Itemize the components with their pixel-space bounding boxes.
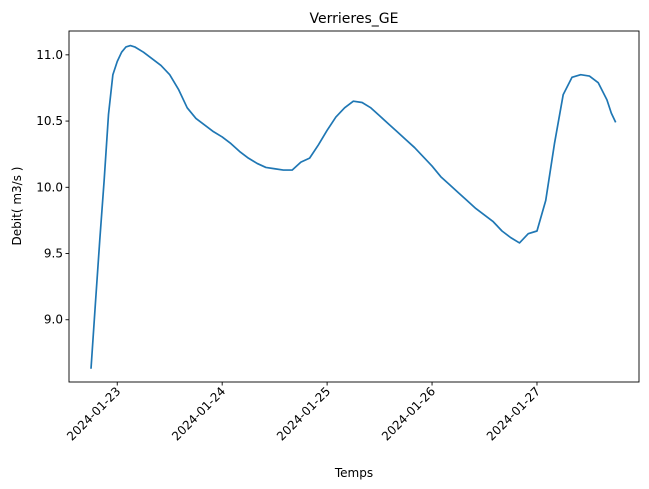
chart-title: Verrieres_GE	[310, 11, 399, 27]
x-axis-ticks: 2024-01-23 2024-01-24 2024-01-25 2024-01-26…	[64, 382, 543, 443]
plot-frame	[68, 30, 640, 383]
x-tick-label: 2024-01-26	[379, 384, 438, 443]
y-axis-label: Debit( m3/s )	[10, 167, 24, 246]
y-axis-ticks: 9.0 9.5 10.0 10.5 11.0	[36, 48, 69, 327]
y-tick-label: 9.5	[44, 247, 63, 261]
x-tick-label: 2024-01-24	[169, 384, 228, 443]
x-tick-label: 2024-01-23	[64, 384, 123, 443]
y-tick-label: 10.0	[36, 180, 63, 194]
y-tick-label: 9.0	[44, 313, 63, 327]
x-axis-label: Temps	[334, 466, 373, 480]
series-line	[90, 44, 617, 369]
x-tick-label: 2024-01-25	[274, 384, 333, 443]
y-tick-label: 11.0	[36, 48, 63, 62]
plot-area	[69, 31, 639, 382]
y-tick-label: 10.5	[36, 114, 63, 128]
x-tick-label: 2024-01-27	[484, 384, 543, 443]
